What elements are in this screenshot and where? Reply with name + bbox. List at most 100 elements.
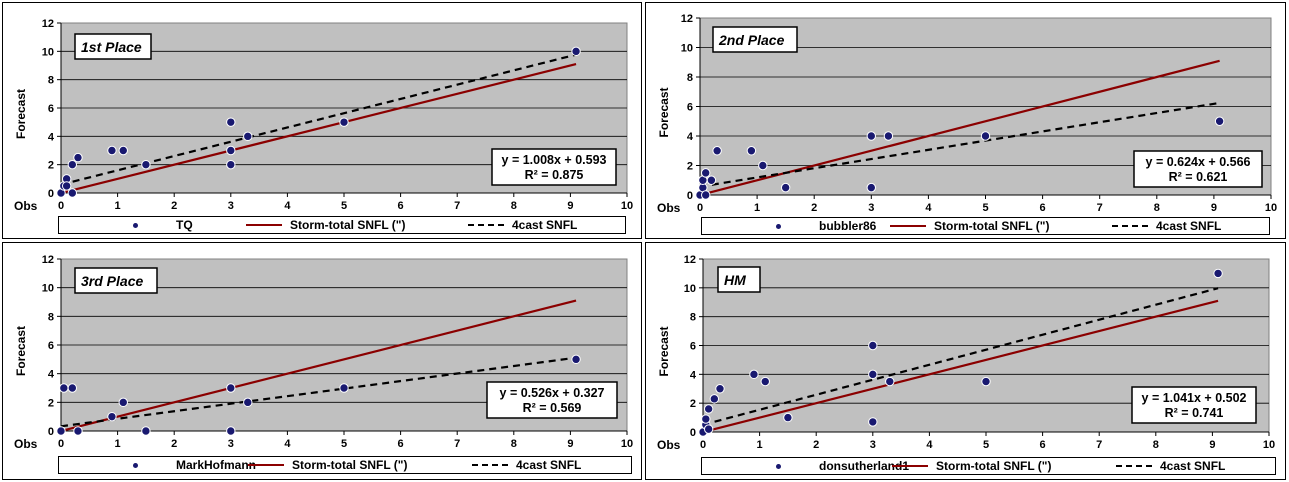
data-point [339,383,349,393]
legend-item-storm-total-label: Storm-total SNFL (") [290,218,406,232]
legend-item-forecaster: donsutherland1 [776,459,909,473]
x-tick-label: 6 [1040,202,1046,214]
trend-equation-box [486,381,618,419]
data-point [866,131,877,141]
legend-item-storm-total-label: Storm-total SNFL (") [292,458,408,472]
data-point [868,340,878,351]
data-point [758,160,768,171]
x-axis-label: Obs [14,199,38,213]
legend-item-forecaster-marker [776,223,781,229]
data-point [868,417,878,427]
y-tick-label: 6 [48,103,54,115]
x-tick-label: 8 [1153,439,1159,451]
storm-total-line [703,299,1219,432]
y-tick-label: 2 [48,160,54,172]
x-tick-label: 3 [228,438,234,450]
x-tick-label: 3 [870,439,876,451]
x-tick-label: 9 [1209,439,1215,451]
data-point [1214,116,1225,126]
chart-panel-2nd-place: 0 2 4 6 8 10 12 0 1 2 3 4 5 6 7 8 9 10 Forecast Obs 2nd Plac… [645,2,1286,239]
y-tick-label: 0 [48,188,54,200]
x-tick-label: 1 [115,200,121,212]
data-point [571,46,581,57]
y-axis-label: Forecast [657,87,671,137]
r-squared: R² = 0.741 [1165,406,1224,420]
data-point [67,383,78,393]
data-point [783,412,793,423]
x-tick-label: 7 [1097,202,1103,214]
y-axis-label: Forecast [14,326,28,376]
x-tick-label: 8 [511,200,517,212]
legend-item-forecaster-label: bubbler86 [819,219,877,233]
data-point [701,190,711,200]
trend-equation-box [1133,150,1263,188]
x-tick-label: 10 [621,200,633,212]
x-tick-label: 0 [697,202,703,214]
data-point [141,426,151,436]
y-tick-label: 12 [681,13,693,25]
data-point [226,426,236,436]
x-tick-label: 9 [1211,202,1217,214]
data-point [141,159,151,170]
x-tick-label: 2 [171,438,177,450]
data-point [760,376,770,387]
data-point [868,369,878,380]
data-point [118,397,128,408]
y-tick-label: 10 [42,46,54,58]
data-point [866,182,877,193]
legend-item-forecaster: MarkHofmann [133,458,256,472]
y-tick-label: 0 [690,427,696,439]
legend-item-4cast: 4cast SNFL [468,218,577,232]
data-point [118,145,128,156]
x-axis-label: Obs [657,201,681,215]
data-point [226,117,236,127]
chart-title-box [712,26,798,53]
data-point [107,145,117,156]
data-point [712,146,722,156]
data-point [715,384,725,394]
data-point [73,426,83,436]
y-tick-label: 6 [690,341,696,353]
data-point [571,354,581,365]
x-tick-label: 8 [511,438,517,450]
legend-item-forecaster-label: TQ [176,218,193,232]
y-tick-label: 4 [690,369,697,381]
y-tick-label: 8 [690,312,696,324]
x-tick-label: 7 [454,200,460,212]
forecast-trendline [703,287,1219,426]
legend-item-4cast-label: 4cast SNFL [512,218,578,232]
x-tick-label: 0 [58,438,64,450]
trend-equation-box [1131,386,1257,424]
legend-item-storm-total: Storm-total SNFL (") [892,459,1051,473]
x-tick-label: 5 [982,202,988,214]
data-point [981,376,991,387]
data-point [56,426,66,436]
chart-panel-hm: 0 2 4 6 8 10 12 0 1 2 3 4 5 6 7 8 9 10 Forecast Obs HM y = 1.… [645,242,1286,480]
data-point [780,182,791,193]
data-point [701,414,711,424]
data-point [61,181,72,191]
x-tick-label: 3 [868,202,874,214]
x-axis-label: Obs [657,438,681,452]
y-axis-label: Forecast [14,89,28,139]
y-tick-label: 10 [684,283,696,295]
x-tick-label: 9 [567,438,573,450]
y-tick-label: 12 [42,254,54,266]
x-tick-label: 4 [926,439,933,451]
data-point [709,394,720,404]
x-tick-label: 4 [925,202,932,214]
y-tick-label: 8 [48,311,54,323]
data-point [107,411,117,422]
legend-item-storm-total-marker [892,465,928,467]
x-tick-label: 3 [228,200,234,212]
data-point [749,369,759,380]
y-tick-label: 4 [687,131,694,143]
legend-item-storm-total: Storm-total SNFL (") [246,218,405,232]
legend-item-forecaster-marker [133,222,138,228]
legend-item-storm-total-marker [246,224,282,226]
data-point [226,383,236,393]
trend-equation: y = 1.041x + 0.502 [1142,391,1247,405]
legend-item-4cast-marker [468,224,504,226]
x-tick-label: 8 [1154,202,1160,214]
